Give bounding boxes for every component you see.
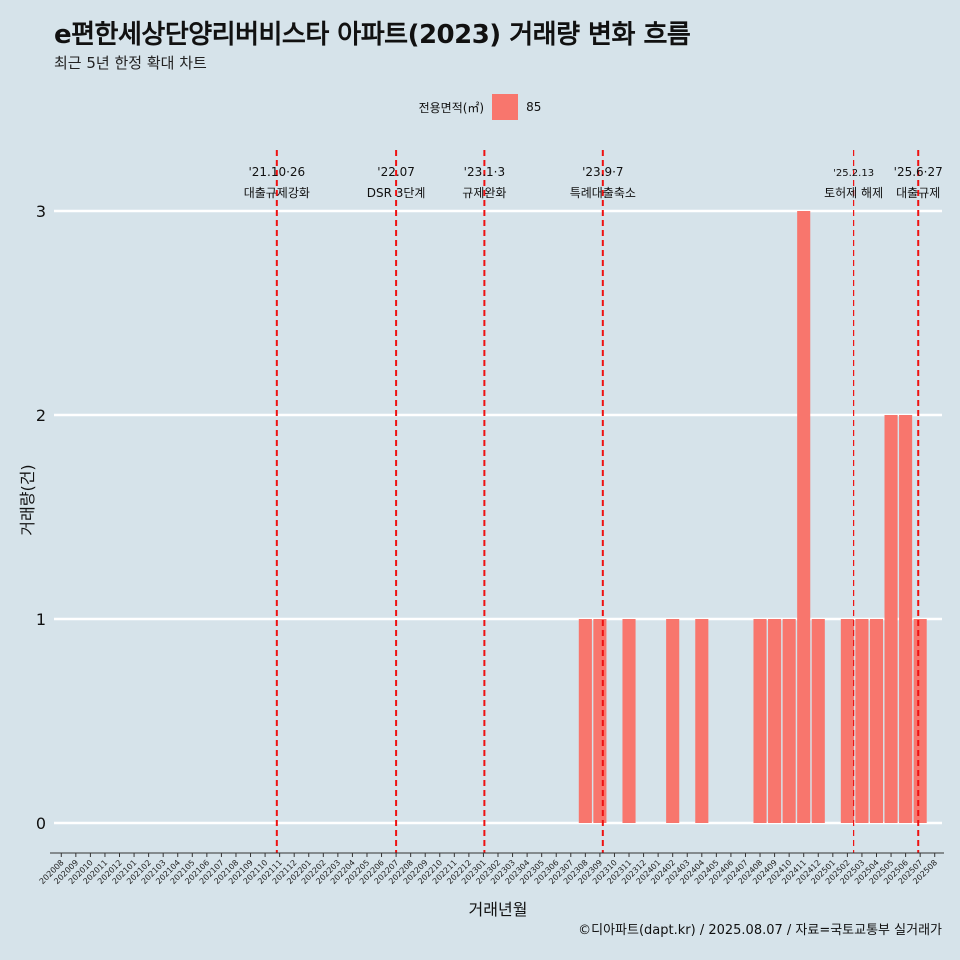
bar	[811, 619, 825, 823]
chart-title: e편한세상단양리버비스타 아파트(2023) 거래량 변화 흐름	[54, 20, 691, 50]
legend: 전용면적(㎡) 85	[0, 93, 960, 121]
x-axis-title: 거래년월	[469, 900, 528, 919]
bar	[695, 619, 709, 823]
bar	[782, 619, 796, 823]
annotation-label: 특례대출축소	[570, 186, 636, 200]
annotation-label: DSR 3단계	[367, 186, 426, 200]
annotation-date: '21.10·26	[248, 165, 305, 179]
annotation-label: 대출규제강화	[244, 186, 310, 200]
legend-item-label: 85	[526, 100, 542, 114]
chart-subtitle: 최근 5년 한정 확대 차트	[54, 54, 207, 72]
bar	[666, 619, 680, 823]
bar	[840, 619, 854, 823]
y-tick-label: 2	[36, 406, 46, 425]
bar	[593, 619, 607, 823]
bar	[753, 619, 767, 823]
y-tick-label: 3	[36, 202, 46, 221]
bar	[622, 619, 636, 823]
bar	[855, 619, 869, 823]
bar	[869, 619, 884, 823]
bar	[884, 415, 898, 823]
annotation-date: '25.6·27	[894, 165, 943, 179]
bar	[797, 211, 811, 823]
y-axis-title: 거래량(건)	[18, 464, 37, 535]
bar	[578, 619, 592, 823]
annotation-date: '23.9·7	[582, 165, 623, 179]
y-tick-label: 0	[36, 814, 46, 833]
bar	[768, 619, 782, 823]
annotation-date: '25.2.13	[833, 168, 874, 179]
source-caption: ©디아파트(dapt.kr) / 2025.08.07 / 자료=국토교통부 실…	[578, 923, 942, 938]
annotation-label: 대출규제	[896, 186, 940, 200]
y-tick-label: 1	[36, 610, 46, 629]
legend-title: 전용면적(㎡)	[418, 100, 485, 115]
annotation-date: '23.1·3	[464, 165, 505, 179]
bar	[899, 415, 913, 823]
annotation-label: 규제완화	[462, 186, 506, 200]
legend-swatch	[492, 94, 519, 120]
annotation-label: 토허제 해제	[824, 186, 883, 200]
annotation-date: '22.07	[377, 165, 415, 179]
bar	[913, 619, 927, 823]
